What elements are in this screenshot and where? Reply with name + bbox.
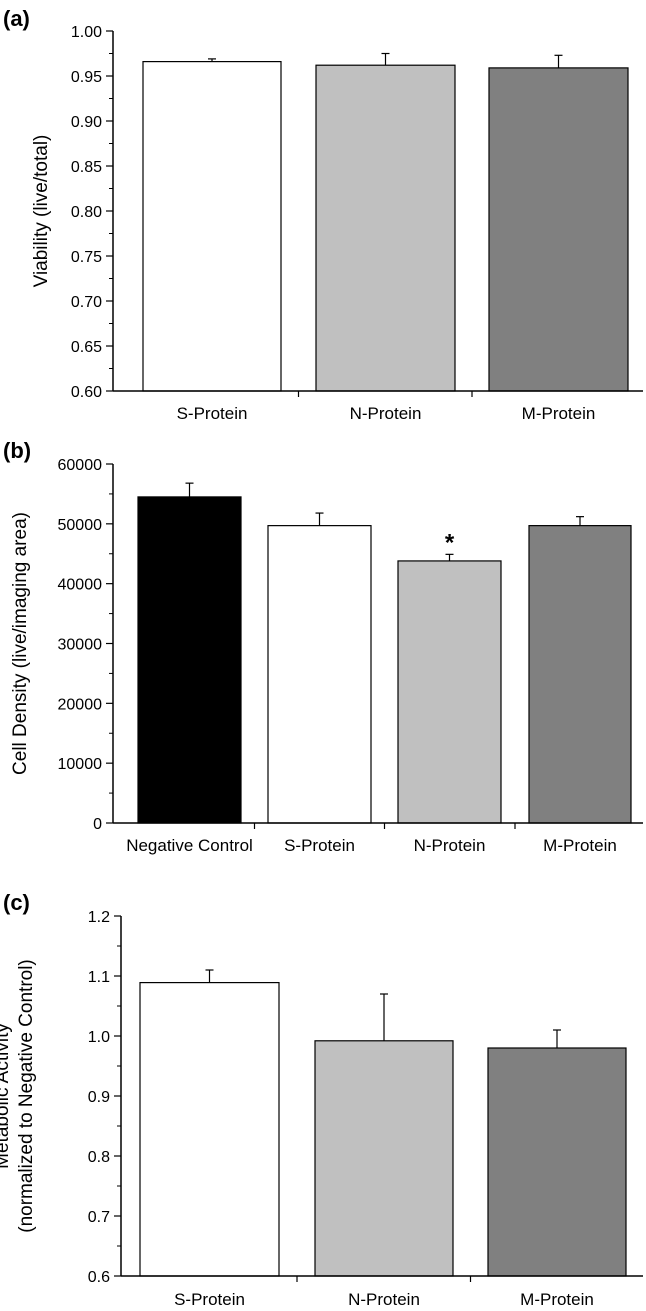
panel-label: (b) <box>3 438 31 463</box>
category-label: N-Protein <box>414 836 486 855</box>
category-label: N-Protein <box>350 404 422 423</box>
panel-label: (a) <box>3 6 30 31</box>
category-label: M-Protein <box>520 1290 594 1309</box>
bar <box>139 981 280 1277</box>
y-tick-label: 0.90 <box>71 114 102 131</box>
y-tick-label: 0.95 <box>71 69 102 86</box>
chart-panel: (c) S-Protein N-Protein M-Protein 0.6 0.7 0.8 0… <box>0 890 643 1309</box>
y-tick-label: 0.85 <box>71 159 102 176</box>
category-label: M-Protein <box>522 404 596 423</box>
bar <box>137 496 242 824</box>
y-axis-title: Metabolic Activity <box>0 1023 13 1169</box>
y-tick-label: 0 <box>93 816 102 833</box>
y-tick-label: 0.7 <box>88 1209 110 1226</box>
bar <box>488 67 629 392</box>
y-tick-label: 10000 <box>58 756 103 773</box>
bar <box>528 525 632 824</box>
category-label: S-Protein <box>174 1290 245 1309</box>
y-tick-label: 0.8 <box>88 1149 110 1166</box>
bar <box>267 525 372 824</box>
category-label: M-Protein <box>543 836 617 855</box>
y-tick-label: 0.65 <box>71 339 102 356</box>
chart-panel: (b) Negative Control S-Protein N-Protein * M-… <box>3 438 643 855</box>
y-tick-label: 40000 <box>58 577 103 594</box>
chart-panel: (a) S-Protein N-Protein M-Protein 0.60 0.65 0.… <box>3 6 643 423</box>
y-axis-title: (normalized to Negative Control) <box>16 959 37 1233</box>
bar <box>315 64 456 392</box>
category-label: N-Protein <box>348 1290 420 1309</box>
bar <box>397 560 502 824</box>
significance-annotation: * <box>445 529 455 556</box>
y-tick-label: 1.1 <box>88 969 110 986</box>
y-axis-title: Cell Density (live/imaging area) <box>10 512 31 775</box>
y-tick-label: 0.60 <box>71 384 102 401</box>
category-label: S-Protein <box>284 836 355 855</box>
panel-label: (c) <box>3 890 30 915</box>
category-label: S-Protein <box>177 404 248 423</box>
bar <box>142 60 282 392</box>
y-tick-label: 1.00 <box>71 24 102 41</box>
bar <box>314 1040 454 1277</box>
y-axis-title: Viability (live/total) <box>31 135 52 288</box>
bar <box>487 1047 627 1277</box>
y-tick-label: 0.75 <box>71 249 102 266</box>
y-tick-label: 1.2 <box>88 909 110 926</box>
y-tick-label: 1.0 <box>88 1029 110 1046</box>
y-tick-label: 60000 <box>58 457 103 474</box>
category-label: Negative Control <box>126 836 253 855</box>
y-tick-label: 50000 <box>58 517 103 534</box>
y-tick-label: 0.70 <box>71 294 102 311</box>
y-tick-label: 0.6 <box>88 1269 110 1286</box>
y-tick-label: 0.80 <box>71 204 102 221</box>
y-tick-label: 30000 <box>58 637 103 654</box>
y-tick-label: 20000 <box>58 696 103 713</box>
y-tick-label: 0.9 <box>88 1089 110 1106</box>
